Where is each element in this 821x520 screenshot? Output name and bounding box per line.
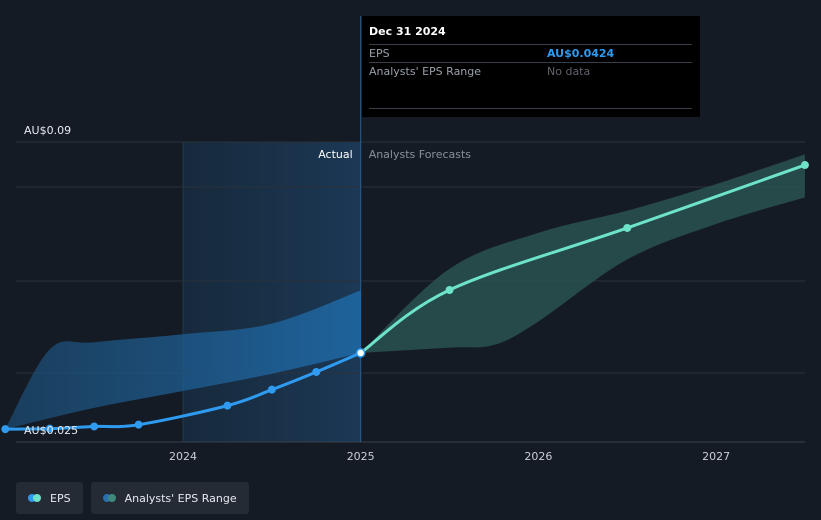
forecast-point[interactable] bbox=[445, 285, 454, 294]
legend: EPS Analysts' EPS Range bbox=[16, 482, 249, 514]
forecast-eps-range-band bbox=[360, 154, 805, 353]
range-swatch-dot-1 bbox=[102, 494, 111, 502]
tooltip-divider bbox=[369, 108, 692, 109]
y-tick-label-top: AU$0.09 bbox=[24, 124, 71, 137]
x-tick-label: 2025 bbox=[347, 450, 375, 463]
tooltip-range-label: Analysts' EPS Range bbox=[369, 65, 482, 78]
forecast-eps-line bbox=[359, 163, 807, 355]
eps-point[interactable] bbox=[90, 422, 99, 431]
legend-item-eps[interactable]: EPS bbox=[16, 482, 83, 514]
y-tick-label-bottom: AU$0.025 bbox=[24, 424, 78, 437]
forecast-label: Analysts Forecasts bbox=[369, 148, 472, 161]
forecast-point[interactable] bbox=[800, 161, 809, 170]
eps-point[interactable] bbox=[1, 425, 10, 434]
eps-point[interactable] bbox=[134, 420, 143, 429]
past-eps-range-band bbox=[5, 290, 361, 430]
tooltip-eps-value: AU$0.0424 bbox=[547, 47, 615, 60]
x-tick-label: 2024 bbox=[169, 450, 197, 463]
eps-point[interactable] bbox=[223, 401, 232, 410]
eps-swatch-dot-1 bbox=[28, 494, 36, 502]
eps-swatch-dot-2 bbox=[33, 494, 41, 502]
eps-point[interactable] bbox=[45, 424, 54, 433]
tooltip-eps-label: EPS bbox=[369, 47, 390, 60]
legend-range-label: Analysts' EPS Range bbox=[124, 491, 237, 505]
actual-label: Actual bbox=[318, 148, 352, 161]
legend-item-range[interactable]: Analysts' EPS Range bbox=[90, 482, 249, 514]
range-swatch-icon bbox=[102, 494, 117, 502]
eps-point[interactable] bbox=[267, 385, 276, 394]
forecast-point[interactable] bbox=[623, 223, 632, 232]
x-tick-label: 2026 bbox=[524, 450, 552, 463]
tooltip-row-eps: EPS AU$0.0424 bbox=[369, 44, 692, 62]
tooltip-row-range: Analysts' EPS Range No data bbox=[369, 62, 692, 80]
tooltip-range-value: No data bbox=[547, 65, 591, 78]
eps-point[interactable] bbox=[355, 348, 366, 358]
eps-swatch-icon bbox=[28, 494, 42, 502]
tooltip: Dec 31 2024 EPS AU$0.0424 Analysts' EPS … bbox=[362, 16, 700, 117]
x-tick-label: 2027 bbox=[702, 450, 730, 463]
eps-point[interactable] bbox=[312, 367, 321, 376]
eps-line bbox=[3, 351, 363, 431]
tooltip-date: Dec 31 2024 bbox=[369, 25, 446, 38]
range-swatch-dot-2 bbox=[107, 494, 116, 502]
legend-eps-label: EPS bbox=[50, 491, 71, 505]
